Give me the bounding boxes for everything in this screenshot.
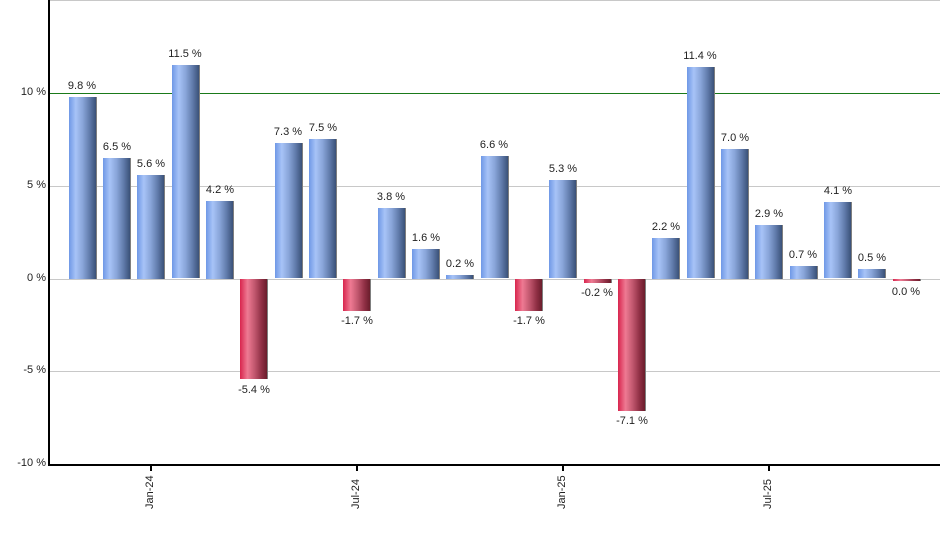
gridline: [49, 371, 940, 372]
bar-dec-23: [103, 158, 130, 279]
bar-oct-24: [446, 275, 473, 279]
bar-value-label: 1.6 %: [411, 232, 441, 244]
bar-jan-24: [137, 175, 164, 279]
bar-apr-25: [652, 238, 679, 279]
bar-jun-25: [721, 149, 748, 279]
x-tick: [150, 466, 152, 471]
x-tick: [356, 466, 358, 471]
x-tick-label: Jan-24: [144, 475, 156, 509]
bar-value-label: 6.6 %: [479, 139, 509, 151]
bar-sep-25: [824, 202, 851, 278]
bar-mar-25: [618, 279, 645, 411]
bar-feb-24: [172, 65, 199, 278]
bar-value-label: 11.5 %: [168, 48, 202, 60]
plot-top-border: [49, 0, 940, 1]
x-tick-label: Jul-24: [350, 479, 362, 509]
bar-sep-24: [412, 249, 439, 279]
x-tick-label: Jul-25: [762, 479, 774, 509]
bar-nov-24: [481, 156, 508, 278]
bar-aug-25: [790, 266, 817, 279]
bar-value-label: 3.8 %: [376, 191, 406, 203]
bar-may-25: [687, 67, 714, 278]
reference-line-10pct: [49, 93, 940, 94]
bar-value-label: 7.3 %: [273, 126, 303, 138]
bar-jun-24: [309, 139, 336, 278]
gridline: [49, 279, 940, 280]
bar-value-label: 0.0 %: [891, 286, 921, 298]
bar-jul-24: [343, 279, 370, 311]
bar-value-label: 4.2 %: [205, 184, 235, 196]
bar-value-label: -7.1 %: [616, 415, 648, 427]
x-tick: [562, 466, 564, 471]
bar-value-label: 0.2 %: [445, 258, 475, 270]
bar-nov-25: [893, 279, 920, 281]
bar-value-label: 2.2 %: [651, 221, 681, 233]
x-axis: [48, 464, 940, 466]
bar-oct-25: [858, 269, 885, 278]
bar-jan-25: [549, 180, 576, 278]
bar-aug-24: [378, 208, 405, 278]
bar-value-label: 2.9 %: [754, 208, 784, 220]
bar-value-label: 5.3 %: [548, 163, 578, 175]
bar-value-label: 9.8 %: [67, 80, 97, 92]
y-axis: [48, 0, 50, 465]
bar-value-label: 11.4 %: [683, 50, 717, 62]
bar-dec-24: [515, 279, 542, 311]
y-tick-label: 0 %: [27, 272, 46, 284]
bar-value-label: 4.1 %: [823, 185, 853, 197]
bar-value-label: -1.7 %: [513, 315, 545, 327]
bar-jul-25: [755, 225, 782, 279]
bar-mar-24: [206, 201, 233, 279]
bar-feb-25: [584, 279, 611, 283]
bar-value-label: -0.2 %: [581, 287, 613, 299]
bar-may-24: [275, 143, 302, 278]
y-tick-label: -10 %: [17, 457, 46, 469]
y-tick-label: 5 %: [27, 179, 46, 191]
bar-value-label: -5.4 %: [238, 384, 270, 396]
x-tick: [768, 466, 770, 471]
bar-value-label: -1.7 %: [341, 315, 373, 327]
y-tick-label: -5 %: [23, 364, 46, 376]
bar-value-label: 7.5 %: [308, 122, 338, 134]
bar-nov-23: [69, 97, 96, 279]
x-tick-label: Jan-25: [556, 475, 568, 509]
bar-value-label: 7.0 %: [720, 132, 750, 144]
bar-value-label: 5.6 %: [136, 158, 166, 170]
bar-value-label: 0.7 %: [788, 249, 818, 261]
bar-apr-24: [240, 279, 267, 379]
bar-value-label: 0.5 %: [857, 252, 887, 264]
y-tick-label: 10 %: [20, 86, 46, 98]
bar-value-label: 6.5 %: [102, 141, 132, 153]
